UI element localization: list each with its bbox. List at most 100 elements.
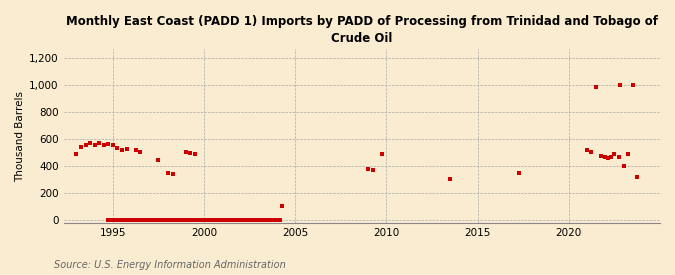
Point [263,218,273,223]
Point [161,218,171,223]
Point [250,218,261,223]
Point [115,218,126,223]
Point [241,218,252,223]
Point [226,218,237,223]
Point [255,218,266,223]
Point [136,218,147,223]
Point [130,218,141,223]
Point [191,218,202,223]
Point [105,218,115,223]
Point [111,218,122,223]
Point [171,218,182,223]
Point [180,149,191,154]
Point [229,218,240,223]
Point [185,151,196,155]
Point [246,218,256,223]
Point [103,142,113,146]
Point [182,218,193,223]
Point [147,218,158,223]
Point [622,152,633,156]
Point [513,171,524,175]
Point [174,218,185,223]
Point [267,218,278,223]
Point [244,218,255,223]
Point [591,84,601,89]
Point [124,218,135,223]
Point [273,218,284,223]
Point [192,218,203,223]
Point [140,218,151,223]
Point [618,164,629,169]
Point [614,155,624,159]
Point [632,175,643,179]
Point [606,155,617,159]
Point [152,218,163,223]
Point [207,218,217,223]
Y-axis label: Thousand Barrels: Thousand Barrels [15,90,25,182]
Point [103,218,113,223]
Point [234,218,244,223]
Point [582,148,593,152]
Point [162,218,173,223]
Point [232,218,243,223]
Point [150,218,161,223]
Point [277,204,288,208]
Point [123,218,134,223]
Point [259,218,270,223]
Point [112,218,123,223]
Point [208,218,219,223]
Point [122,218,132,223]
Point [227,218,238,223]
Point [235,218,246,223]
Point [119,218,130,223]
Point [126,218,136,223]
Point [362,167,373,171]
Point [265,218,276,223]
Point [196,218,207,223]
Point [214,218,225,223]
Point [128,218,138,223]
Point [109,218,119,223]
Point [627,83,638,88]
Point [258,218,269,223]
Point [153,218,164,223]
Point [211,218,221,223]
Point [155,218,165,223]
Point [198,218,209,223]
Point [106,218,117,223]
Point [225,218,236,223]
Point [135,218,146,223]
Point [252,218,263,223]
Point [167,172,178,176]
Point [215,218,226,223]
Point [129,218,140,223]
Point [221,218,232,223]
Point [118,218,129,223]
Point [367,168,378,173]
Point [377,152,387,156]
Point [146,218,157,223]
Point [178,218,188,223]
Point [165,218,176,223]
Point [173,218,184,223]
Point [186,218,197,223]
Point [194,218,205,223]
Point [609,152,620,156]
Point [600,155,611,159]
Point [247,218,258,223]
Point [167,218,178,223]
Point [197,218,208,223]
Point [148,218,159,223]
Point [138,218,148,223]
Point [180,218,191,223]
Point [176,218,187,223]
Point [190,152,200,156]
Point [132,218,142,223]
Point [217,218,227,223]
Point [615,83,626,88]
Point [107,218,118,223]
Point [595,153,606,158]
Point [113,218,124,223]
Point [264,218,275,223]
Point [117,147,128,152]
